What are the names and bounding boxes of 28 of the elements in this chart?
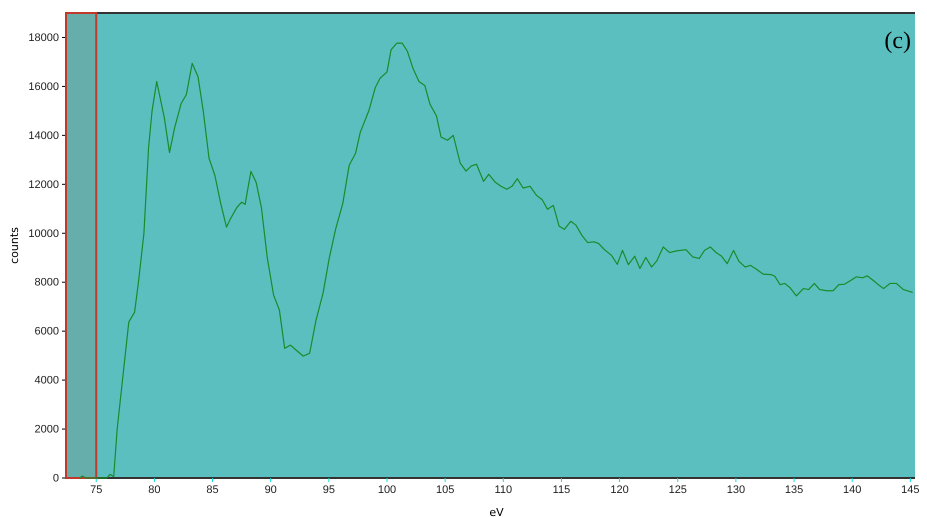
x-tick-label: 140 <box>843 484 862 496</box>
x-tick-label: 145 <box>901 484 920 496</box>
x-tick-label: 85 <box>206 484 219 496</box>
y-tick-label: 8000 <box>34 276 59 289</box>
y-tick-label: 10000 <box>28 228 59 240</box>
x-tick-label: 115 <box>552 484 570 496</box>
y-tick-label: 2000 <box>34 424 59 436</box>
x-tick-label: 75 <box>90 484 102 496</box>
x-tick-label: 130 <box>726 484 746 496</box>
annotation: (c) <box>884 28 911 54</box>
y-tick-label: 12000 <box>28 178 59 191</box>
y-axis-title: counts <box>8 226 21 264</box>
x-tick-label: 80 <box>148 484 161 496</box>
y-tick-label: 14000 <box>28 130 59 142</box>
y-tick-label: 18000 <box>28 32 59 44</box>
x-axis-title: eV <box>489 506 504 517</box>
x-tick-label: 95 <box>322 484 335 496</box>
x-tick-label: 90 <box>264 484 277 496</box>
y-tick-label: 4000 <box>34 374 59 387</box>
y-tick-label: 16000 <box>28 80 59 93</box>
x-tick-label: 105 <box>436 484 454 496</box>
x-tick-label: 120 <box>610 484 629 496</box>
y-tick-label: 0 <box>52 472 59 485</box>
x-tick-label: 100 <box>378 484 396 496</box>
x-tick-label: 125 <box>668 484 687 496</box>
y-tick-label: 6000 <box>34 326 59 338</box>
x-tick-label: 135 <box>784 484 804 496</box>
x-tick-label: 110 <box>494 484 512 496</box>
